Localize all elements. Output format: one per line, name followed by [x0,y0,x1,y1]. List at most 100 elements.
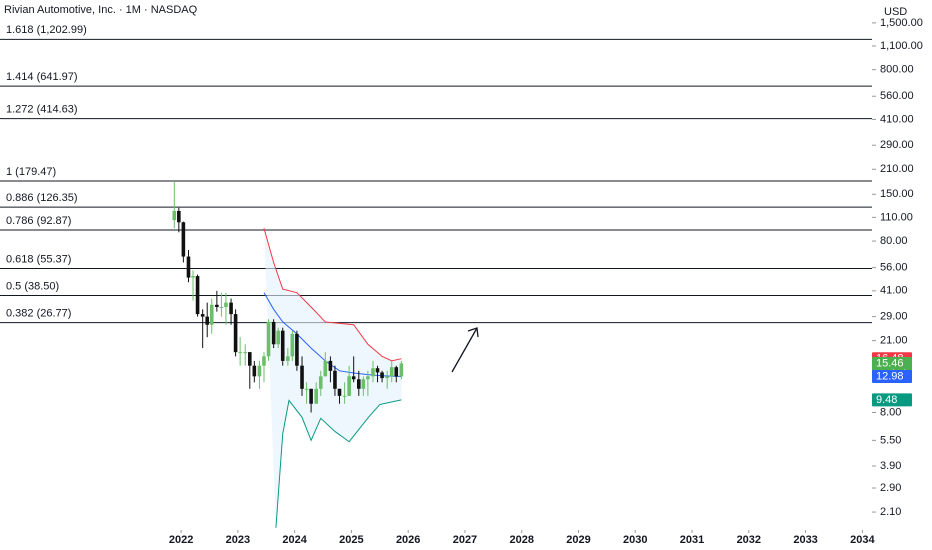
y-tick-label: 29.00 [880,311,908,323]
y-tick-label: 210.00 [880,163,914,175]
x-tick-label: 2034 [850,534,875,546]
fib-label: 1.618 (1,202.99) [6,24,87,36]
band-fill [263,228,402,528]
candle-body [262,356,266,366]
candle-body [243,352,248,354]
candle-body [318,376,323,389]
candle-body [385,376,389,379]
candle-body [215,304,219,308]
x-tick-label: 2025 [339,534,363,546]
fib-label: 0.886 (126.35) [6,192,78,204]
y-tick-label: 150.00 [880,188,914,200]
candle-body [266,321,271,357]
candle-body [399,363,404,377]
y-tick-label: 56.00 [880,262,908,274]
candle-body [257,365,262,377]
band-line [263,228,402,362]
fib-label: 1.272 (414.63) [6,104,78,116]
y-tick-label: 110.00 [880,211,913,223]
candle-body [380,372,384,379]
y-tick-label: 410.00 [880,113,914,125]
x-tick-label: 2028 [509,534,533,546]
candle-body [219,307,224,309]
price-tag-label: 15.46 [876,357,904,369]
x-tick-label: 2031 [680,534,704,546]
candle-body [290,333,295,357]
candle-body [389,367,394,377]
candle-body [371,368,375,377]
fib-label: 0.618 (55.37) [6,253,71,265]
candle-body [181,222,186,257]
candle-body [229,302,233,315]
candle-body [186,256,191,278]
candle-body [394,367,399,377]
candle-body [309,388,313,404]
candle-body [191,276,195,278]
y-tick-label: 21.00 [880,335,908,347]
candle-body [205,316,210,325]
candle-body [323,360,328,377]
y-tick-label: 800.00 [880,64,914,76]
candle-body [280,330,285,361]
price-tag-label: 9.48 [876,394,897,406]
x-tick-label: 2023 [226,534,250,546]
candle-body [347,376,351,396]
x-tick-label: 2027 [453,534,477,546]
candle-body [233,314,238,353]
candle-body [300,365,304,389]
candle-body [366,376,370,380]
price-tag-label: 12.98 [876,370,904,382]
fib-label: 0.5 (38.50) [6,280,59,292]
x-tick-label: 2024 [282,534,307,546]
y-tick-label: 560.00 [880,90,914,102]
candle-body [172,210,177,221]
candle-body [195,276,200,315]
candle-body [238,352,242,354]
fib-label: 0.382 (26.77) [6,307,71,319]
candle-body [333,370,337,389]
x-tick-label: 2033 [793,534,817,546]
candle-body [200,314,205,317]
candle-body [252,365,257,377]
candle-body [337,388,342,396]
x-tick-label: 2026 [396,534,420,546]
x-tick-label: 2030 [623,534,647,546]
candle-body [342,395,347,397]
price-tag [872,369,912,383]
y-tick-label: 290.00 [880,139,914,151]
candle-body [224,302,228,308]
candle-body [314,388,319,404]
candle-body [351,376,356,380]
candle-body [286,356,290,361]
candle-body [356,379,361,389]
candle-body [247,352,252,366]
x-tick-label: 2022 [169,534,193,546]
candle-body [304,388,309,390]
candle-body [276,330,280,345]
annotation-arrow [451,327,479,373]
price-tag [872,393,912,407]
candle-body [361,379,366,389]
fib-label: 0.786 (92.87) [6,215,71,227]
candle-body [375,368,380,373]
y-tick-label: 80.00 [880,235,908,247]
x-tick-label: 2029 [566,534,590,546]
candle-body [328,360,333,371]
y-tick-label: 3.90 [880,460,901,472]
x-tick-label: 2032 [737,534,761,546]
y-tick-label: 1,100.00 [880,40,923,52]
candle-body [271,321,276,345]
currency: USD [884,6,907,18]
y-tick-label: 41.00 [880,285,908,297]
chart-title: Rivian Automotive, Inc. · 1M · NASDAQ [4,4,198,16]
candle-body [177,210,181,223]
fib-label: 1 (179.47) [6,166,56,178]
y-tick-label: 1,500.00 [880,17,923,29]
fib-label: 1.414 (641.97) [6,71,78,83]
y-tick-label: 2.10 [880,506,901,518]
band-line [275,399,402,528]
candle-body [209,304,214,325]
y-tick-label: 5.50 [880,434,901,446]
y-tick-label: 8.00 [880,406,901,418]
